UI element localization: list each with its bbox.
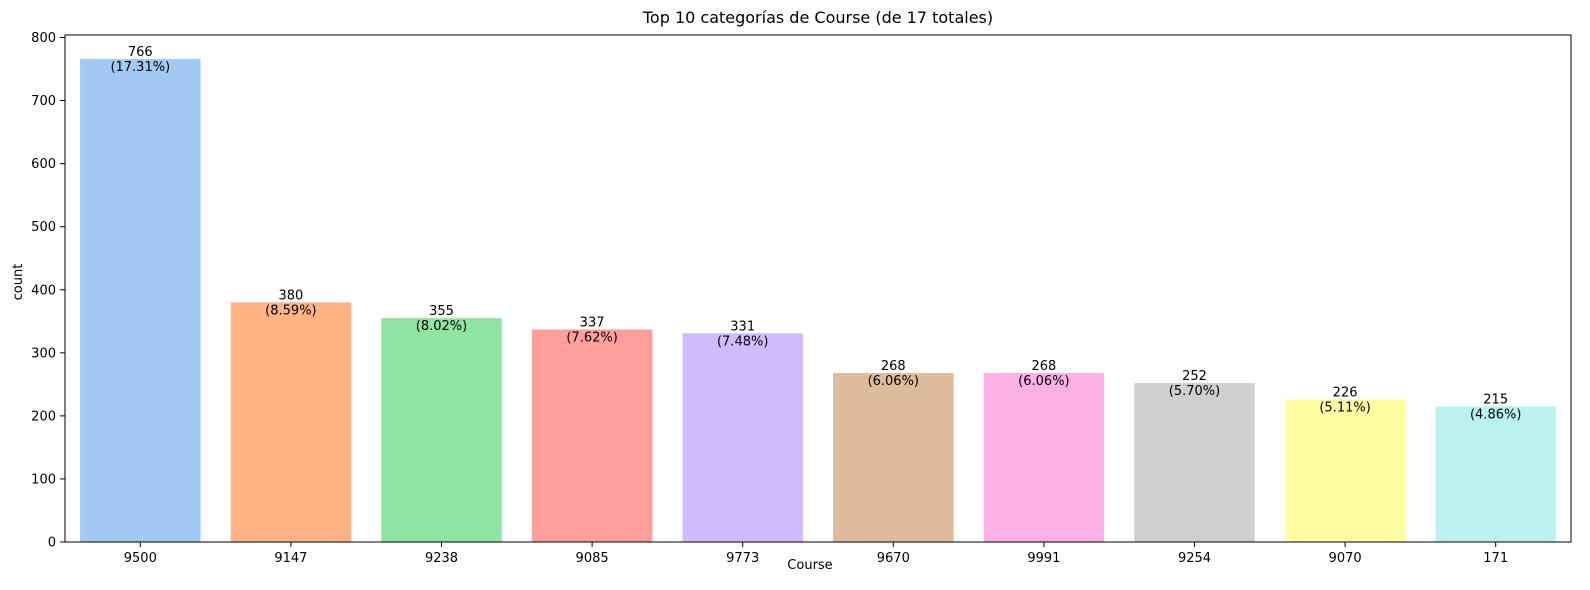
bar-value-label: 268 bbox=[881, 359, 906, 374]
y-tick-label: 200 bbox=[31, 409, 56, 424]
x-tick-label: 9991 bbox=[1027, 551, 1060, 566]
bar-value-label: 226 bbox=[1333, 385, 1358, 400]
chart-title: Top 10 categorías de Course (de 17 total… bbox=[642, 8, 993, 27]
bar-percent-label: (6.06%) bbox=[868, 374, 919, 389]
y-tick-label: 700 bbox=[31, 94, 56, 109]
x-tick-label: 9147 bbox=[274, 551, 307, 566]
bar-percent-label: (5.11%) bbox=[1319, 400, 1370, 415]
plot-frame bbox=[64, 34, 1572, 543]
y-tick-label: 500 bbox=[31, 220, 56, 235]
x-axis-label: Course bbox=[787, 558, 832, 573]
bar-value-label: 215 bbox=[1483, 392, 1508, 407]
y-axis-label: count bbox=[11, 264, 26, 301]
y-tick-label: 400 bbox=[31, 283, 56, 298]
bar-9147 bbox=[230, 302, 352, 542]
bar-9085 bbox=[531, 329, 653, 542]
x-tick-label: 9254 bbox=[1178, 551, 1211, 566]
bar-labels-group: 766(17.31%) 380(8.59%) 355(8.02%) 337(7.62%… bbox=[110, 45, 1521, 422]
bar-9070 bbox=[1284, 399, 1406, 542]
bar-9670 bbox=[833, 373, 954, 542]
bar-percent-label: (6.06%) bbox=[1018, 374, 1069, 389]
bar-percent-label: (7.62%) bbox=[566, 330, 617, 345]
y-tick-label: 800 bbox=[31, 31, 56, 46]
y-tick-label: 100 bbox=[31, 472, 56, 487]
bar-percent-label: (8.59%) bbox=[265, 303, 316, 318]
y-tick-label: 0 bbox=[48, 536, 56, 551]
bar-9773 bbox=[682, 333, 803, 542]
x-axis: 9500 9147 9238 9085 9773 9670 9991 9254 9070 171 bbox=[124, 542, 1508, 566]
bar-value-label: 380 bbox=[278, 288, 303, 303]
bar-percent-label: (5.70%) bbox=[1169, 384, 1220, 399]
bar-9238 bbox=[381, 318, 502, 542]
bar-value-label: 766 bbox=[128, 45, 153, 60]
x-tick-label: 9070 bbox=[1329, 551, 1362, 566]
bar-9991 bbox=[983, 373, 1105, 542]
bar-percent-label: (17.31%) bbox=[110, 60, 170, 75]
bar-value-label: 331 bbox=[730, 319, 755, 334]
bar-percent-label: (8.02%) bbox=[416, 319, 467, 334]
x-tick-label: 9085 bbox=[576, 551, 609, 566]
x-tick-label: 9773 bbox=[726, 551, 759, 566]
bar-value-label: 268 bbox=[1031, 359, 1056, 374]
y-axis: 0 100 200 300 400 500 600 700 800 bbox=[31, 31, 65, 551]
bar-percent-label: (7.48%) bbox=[717, 334, 768, 349]
y-tick-label: 600 bbox=[31, 157, 56, 172]
bar-9254 bbox=[1134, 383, 1255, 542]
bars-group bbox=[80, 58, 1556, 543]
x-tick-label: 9670 bbox=[877, 551, 910, 566]
bar-value-label: 355 bbox=[429, 304, 454, 319]
y-tick-label: 300 bbox=[31, 346, 56, 361]
bar-171 bbox=[1435, 406, 1556, 542]
bar-percent-label: (4.86%) bbox=[1470, 407, 1521, 422]
x-tick-label: 9500 bbox=[124, 551, 157, 566]
bar-value-label: 337 bbox=[580, 315, 605, 330]
x-tick-label: 171 bbox=[1483, 551, 1508, 566]
x-tick-label: 9238 bbox=[425, 551, 458, 566]
bar-9500 bbox=[80, 58, 201, 543]
bar-value-label: 252 bbox=[1182, 369, 1207, 384]
